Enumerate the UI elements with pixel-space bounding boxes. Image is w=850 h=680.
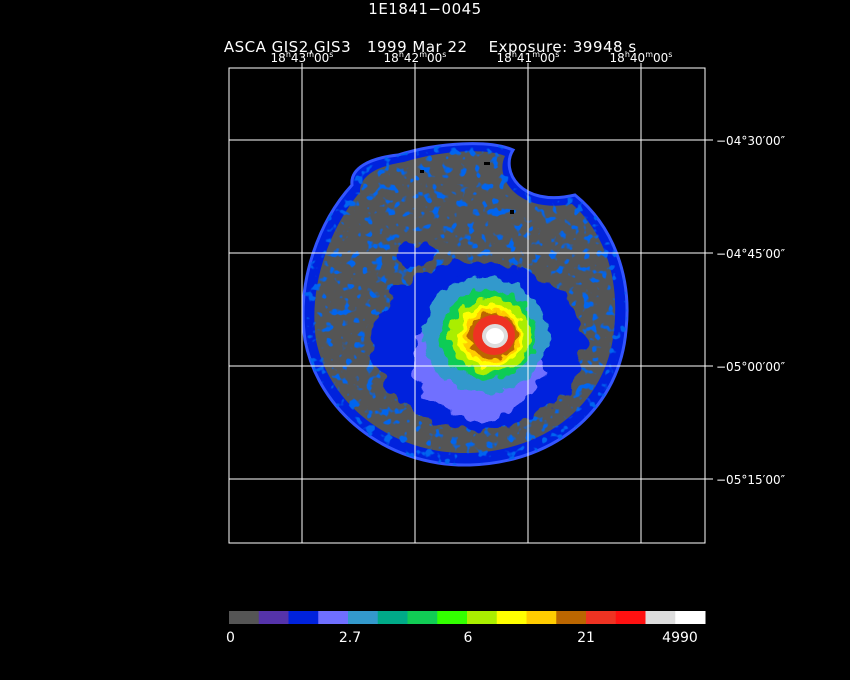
colorbar-swatch: [348, 611, 379, 624]
plot-frame: [228, 67, 706, 544]
colorbar-swatch: [467, 611, 498, 624]
colorbar: [229, 611, 706, 624]
colorbar-swatch: [318, 611, 349, 624]
colorbar-swatch: [645, 611, 676, 624]
colorbar-swatch: [437, 611, 468, 624]
exposure-label: Exposure: 39948 s: [488, 38, 637, 56]
colorbar-swatch: [615, 611, 646, 624]
ra-axis-labels: 18h43m00s 18h42m00s 18h41m00s 18h40m00s: [271, 50, 673, 65]
colorbar-swatch: [288, 611, 319, 624]
colorbar-swatch: [229, 611, 260, 624]
ra-tick-label: 18h43m00s: [271, 50, 334, 65]
colorbar-label: 0: [226, 630, 235, 646]
detector-field: [301, 142, 629, 467]
ra-tick-label: 18h41m00s: [497, 50, 560, 65]
dec-axis-labels: −04°30′00″ −04°45′00″ −05°00′00″ −05°15′00″: [716, 134, 786, 487]
coordinate-grid: [228, 63, 713, 544]
colorbar-swatch: [377, 611, 408, 624]
colorbar-label: 6: [463, 630, 473, 646]
colorbar-swatch: [526, 611, 557, 624]
dec-tick-label: −04°30′00″: [716, 134, 786, 148]
colorbar-swatch: [258, 611, 289, 624]
colorbar-swatch: [407, 611, 438, 624]
colorbar-label: 2.7: [338, 630, 362, 646]
colorbar-swatch: [556, 611, 587, 624]
dec-tick-label: −05°00′00″: [716, 360, 786, 374]
ra-tick-label: 18h42m00s: [384, 50, 447, 65]
colorbar-label: 21: [577, 630, 595, 646]
colorbar-swatch: [586, 611, 617, 624]
object-title: 1E1841−0045: [368, 0, 482, 18]
instrument-label: ASCA GIS2,GIS3: [223, 38, 352, 56]
observation-info: ASCA GIS2,GIS3 1999 Mar 22 Exposure: 399…: [0, 20, 850, 56]
dec-tick-label: −05°15′00″: [716, 473, 786, 487]
colorbar-label: 4990: [662, 630, 698, 646]
colorbar-swatch: [675, 611, 706, 624]
ra-tick-label: 18h40m00s: [610, 50, 673, 65]
date-label: 1999 Mar 22: [366, 38, 468, 56]
dec-tick-label: −04°45′00″: [716, 247, 786, 261]
colorbar-swatch: [496, 611, 527, 624]
